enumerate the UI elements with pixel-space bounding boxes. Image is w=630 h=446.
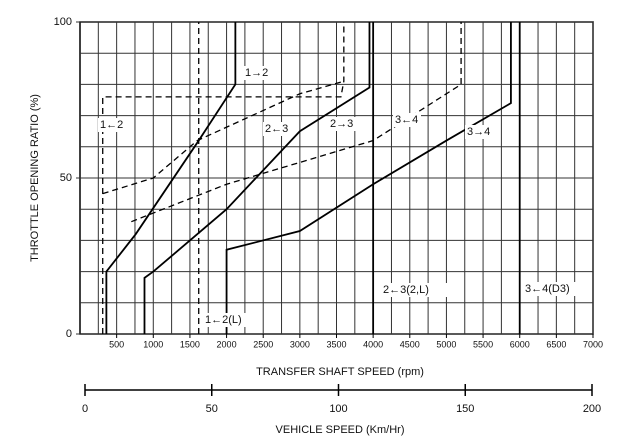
x2-tick-label: 200 [583, 403, 601, 415]
y-tick-label: 100 [54, 16, 72, 28]
series-line [102, 80, 345, 195]
x2-tick-label: 50 [206, 403, 218, 415]
series-line [143, 22, 371, 334]
label-bg [263, 122, 291, 136]
legend-label: 1→2 [245, 67, 268, 79]
series-line [102, 22, 345, 334]
legend-label: 1←2(L) [205, 314, 242, 326]
x-tick-label: 2500 [253, 339, 273, 349]
x-tick-label: 7000 [583, 339, 603, 349]
label-bg [381, 283, 449, 297]
x-tick-label: 4000 [363, 339, 383, 349]
x-tick-label: 2000 [217, 339, 237, 349]
x-tick-label: 6500 [546, 339, 566, 349]
label-bg [465, 125, 493, 139]
label-bg [523, 282, 583, 296]
x2-axis-title: VEHICLE SPEED (Km/Hr) [276, 424, 405, 436]
y-axis-title: THROTTLE OPENING RATIO (%) [29, 94, 41, 262]
legend-label: 3←4(D3) [525, 283, 570, 295]
label-bg [203, 313, 255, 327]
label-bg [98, 118, 126, 132]
legend-label: 2←3 [265, 123, 288, 135]
x-tick-label: 3000 [290, 339, 310, 349]
legend-label: 3←4 [395, 114, 418, 126]
legend-label: 3→4 [467, 126, 490, 138]
x-tick-label: 3500 [326, 339, 346, 349]
x-tick-label: 1000 [143, 339, 163, 349]
label-bg [328, 117, 356, 131]
y-tick-label: 50 [60, 172, 72, 184]
legend-label: 1←2 [100, 119, 123, 131]
x2-tick-label: 0 [82, 403, 88, 415]
legend-label: 2→3 [330, 118, 353, 130]
x-tick-label: 4500 [400, 339, 420, 349]
label-bg [243, 66, 271, 80]
y-tick-label: 0 [66, 328, 72, 340]
x-tick-label: 5000 [436, 339, 456, 349]
x-tick-label: 6000 [510, 339, 530, 349]
x2-tick-label: 100 [329, 403, 347, 415]
label-bg [393, 113, 421, 127]
x2-tick-label: 150 [456, 403, 474, 415]
x-tick-label: 1500 [180, 339, 200, 349]
legend-label: 2←3(2,L) [383, 284, 429, 296]
x-axis-title: TRANSFER SHAFT SPEED (rpm) [256, 366, 424, 378]
series-line [105, 22, 237, 334]
x-tick-label: 5500 [473, 339, 493, 349]
x-tick-label: 500 [109, 339, 124, 349]
